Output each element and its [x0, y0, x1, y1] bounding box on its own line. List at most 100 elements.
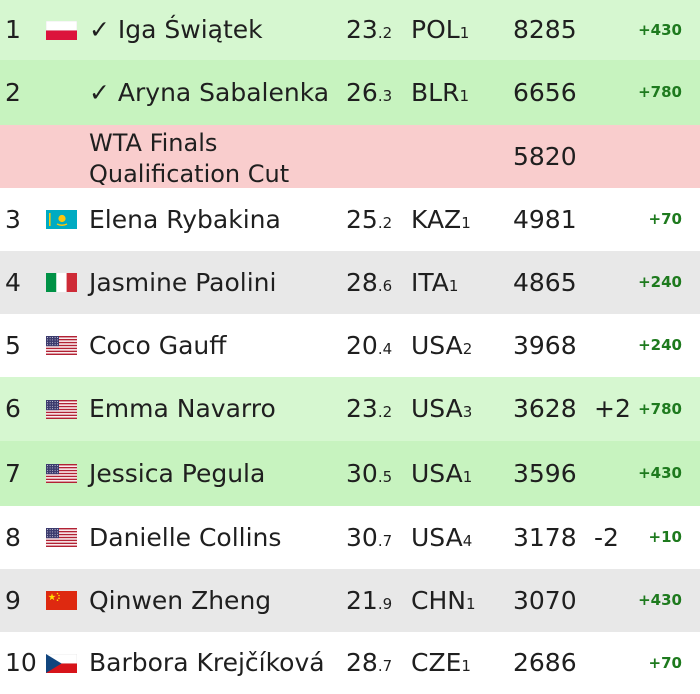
player-age: 26.3: [346, 78, 392, 107]
age-years: 23: [346, 15, 378, 44]
country-code: USA: [411, 330, 463, 360]
player-country: BLR1: [411, 78, 469, 107]
player-points: 6656: [513, 77, 577, 107]
points-gain: +240: [638, 273, 682, 291]
cut-label-line2: Qualification Cut: [89, 160, 290, 188]
country-code: USA: [411, 394, 463, 423]
player-name: Qinwen Zheng: [89, 585, 272, 615]
player-name: Jasmine Paolini: [89, 267, 277, 297]
player-points: 3070: [513, 585, 577, 615]
player-name: Jessica Pegula: [89, 458, 266, 488]
czechia-flag-icon: [46, 653, 77, 673]
country-rank: 1: [459, 24, 470, 42]
rank-number: 5: [5, 330, 21, 360]
age-decimal: .5: [377, 467, 393, 486]
player-points: 2686: [513, 648, 577, 677]
player-age: 23.2: [346, 15, 392, 44]
player-row: 5 Coco Gauff 20.4 USA2 3968 +240: [0, 314, 700, 377]
age-years: 30: [346, 458, 378, 488]
country-code: ITA: [411, 267, 449, 297]
player-row: 2 ✓ Aryna Sabalenka 26.3 BLR1 6656 +780: [0, 60, 700, 125]
age-decimal: .6: [377, 276, 393, 295]
age-years: 21: [346, 585, 378, 615]
player-age: 28.7: [346, 648, 392, 677]
player-country: CHN1: [411, 586, 476, 615]
country-rank: 4: [462, 531, 473, 550]
player-points: 3178: [513, 522, 577, 552]
points-gain: +430: [638, 591, 682, 609]
player-row: 9 Qinwen Zheng 21.9 CHN1 3070 +430: [0, 569, 700, 632]
country-rank: 1: [465, 594, 476, 613]
player-country: USA4: [411, 523, 472, 552]
player-country: ITA1: [411, 268, 458, 297]
player-points: 3628: [513, 394, 577, 423]
kazakhstan-flag-icon: [46, 210, 77, 229]
cut-label-line1: WTA Finals: [89, 129, 218, 157]
age-years: 26: [346, 77, 378, 107]
player-age: 30.7: [346, 523, 392, 552]
player-name: Emma Navarro: [89, 394, 276, 423]
country-rank: 1: [462, 467, 473, 486]
usa-flag-icon: [46, 399, 77, 419]
age-years: 28: [346, 648, 378, 677]
player-name: ✓ Iga Świątek: [89, 15, 263, 44]
age-decimal: .2: [377, 24, 393, 42]
player-row: 1 ✓ Iga Świątek 23.2 POL1 8285 +430: [0, 0, 700, 60]
country-rank: 3: [462, 403, 473, 421]
points-gain: +780: [638, 399, 682, 418]
points-gain: +70: [648, 210, 682, 228]
player-country: USA3: [411, 394, 472, 423]
usa-flag-icon: [46, 464, 77, 483]
country-code: USA: [411, 522, 463, 552]
rank-number: 9: [5, 585, 21, 615]
points-gain: +430: [638, 20, 682, 39]
cut-label: WTA Finals Qualification Cut: [89, 128, 289, 190]
country-rank: 1: [461, 213, 471, 232]
points-gain: +10: [648, 528, 682, 546]
player-row: 7 Jessica Pegula 30.5 USA1 3596 +430: [0, 441, 700, 506]
player-name: Barbora Krejčíková: [89, 648, 325, 677]
player-points: 8285: [513, 15, 577, 44]
points-gain: +240: [638, 336, 682, 354]
player-country: CZE1: [411, 648, 471, 677]
player-age: 21.9: [346, 586, 392, 615]
age-decimal: .3: [377, 86, 393, 105]
country-rank: 2: [462, 339, 473, 358]
player-age: 20.4: [346, 331, 392, 360]
player-points: 3596: [513, 458, 577, 488]
player-name: Danielle Collins: [89, 522, 282, 552]
poland-flag-icon: [46, 20, 77, 40]
country-code: POL: [411, 15, 460, 44]
cut-points: 5820: [513, 141, 577, 171]
rank-number: 10: [5, 648, 37, 677]
points-gain: +780: [638, 83, 682, 101]
player-row: 3 Elena Rybakina 25.2 KAZ1 4981 +70: [0, 188, 700, 251]
player-points: 3968: [513, 330, 577, 360]
player-age: 28.6: [346, 268, 392, 297]
age-years: 25: [346, 204, 378, 234]
player-age: 23.2: [346, 394, 392, 423]
player-country: USA2: [411, 331, 472, 360]
china-flag-icon: [46, 591, 77, 610]
player-country: USA1: [411, 459, 472, 488]
rank-number: 1: [5, 15, 21, 44]
age-years: 23: [346, 394, 378, 423]
age-years: 28: [346, 267, 378, 297]
country-code: BLR: [411, 77, 460, 107]
player-country: POL1: [411, 15, 469, 44]
rank-movement: -2: [594, 522, 619, 552]
usa-flag-icon: [46, 528, 77, 547]
rank-number: 6: [5, 394, 21, 423]
country-rank: 1: [461, 657, 471, 675]
rank-number: 4: [5, 267, 21, 297]
player-name: ✓ Aryna Sabalenka: [89, 77, 330, 107]
rank-number: 7: [5, 458, 21, 488]
player-name: Coco Gauff: [89, 330, 227, 360]
italy-flag-icon: [46, 273, 77, 292]
player-name: Elena Rybakina: [89, 204, 281, 234]
country-rank: 1: [459, 86, 469, 105]
rank-number: 8: [5, 522, 21, 552]
country-code: USA: [411, 458, 463, 488]
qualification-cut-row: WTA Finals Qualification Cut 5820: [0, 125, 700, 188]
